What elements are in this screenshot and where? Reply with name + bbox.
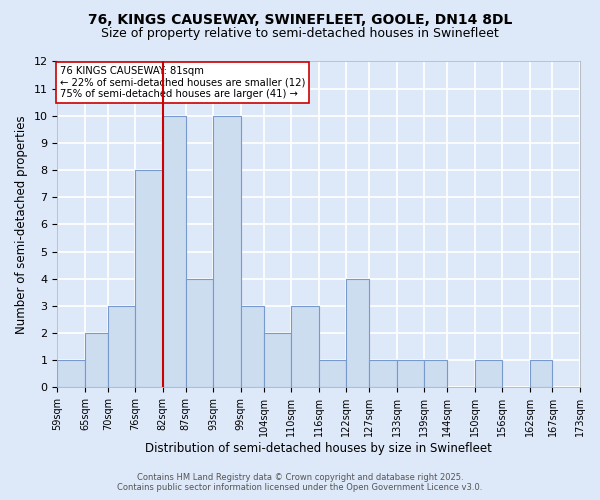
Bar: [424, 360, 447, 388]
Bar: [58, 360, 85, 388]
Text: 76 KINGS CAUSEWAY: 81sqm
← 22% of semi-detached houses are smaller (12)
75% of s: 76 KINGS CAUSEWAY: 81sqm ← 22% of semi-d…: [59, 66, 305, 99]
Bar: [85, 333, 108, 388]
Bar: [213, 116, 241, 388]
Bar: [319, 360, 346, 388]
Bar: [397, 360, 424, 388]
Bar: [108, 306, 136, 388]
Bar: [163, 116, 186, 388]
Text: 76, KINGS CAUSEWAY, SWINEFLEET, GOOLE, DN14 8DL: 76, KINGS CAUSEWAY, SWINEFLEET, GOOLE, D…: [88, 12, 512, 26]
Bar: [241, 306, 263, 388]
Bar: [136, 170, 163, 388]
Bar: [530, 360, 553, 388]
Y-axis label: Number of semi-detached properties: Number of semi-detached properties: [15, 115, 28, 334]
Text: Size of property relative to semi-detached houses in Swinefleet: Size of property relative to semi-detach…: [101, 28, 499, 40]
Bar: [346, 278, 369, 388]
Bar: [475, 360, 502, 388]
Bar: [186, 278, 213, 388]
Bar: [291, 306, 319, 388]
X-axis label: Distribution of semi-detached houses by size in Swinefleet: Distribution of semi-detached houses by …: [145, 442, 492, 455]
Text: Contains HM Land Registry data © Crown copyright and database right 2025.
Contai: Contains HM Land Registry data © Crown c…: [118, 473, 482, 492]
Bar: [369, 360, 397, 388]
Bar: [263, 333, 291, 388]
